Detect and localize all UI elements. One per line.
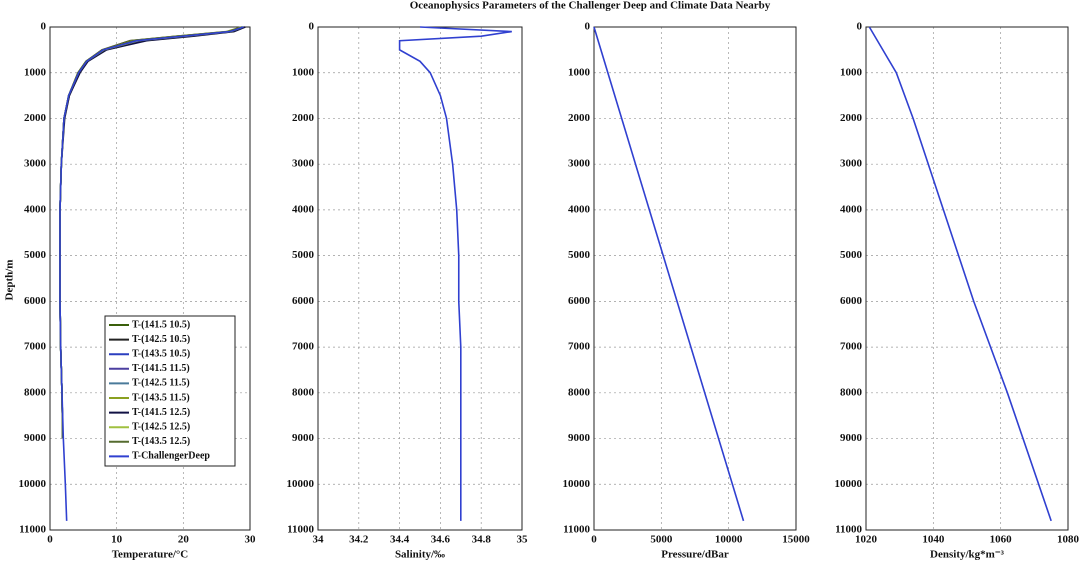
- y-tick-label: 9000: [24, 432, 47, 444]
- y-tick-label: 0: [857, 21, 863, 33]
- x-tick-label: 30: [245, 534, 257, 546]
- y-tick-label: 3000: [292, 158, 315, 170]
- x-tick-label: 10000: [715, 534, 743, 546]
- y-tick-label: 7000: [292, 341, 315, 353]
- x-tick-label: 1020: [855, 534, 878, 546]
- x-tick-label: 20: [178, 534, 190, 546]
- y-axis-label: Depth/m: [4, 260, 16, 301]
- y-tick-label: 6000: [292, 295, 315, 307]
- legend-label: T-(141.5 12.5): [132, 407, 190, 418]
- y-tick-label: 4000: [24, 203, 47, 215]
- y-tick-label: 4000: [840, 203, 863, 215]
- x-axis-label: Temperature/°C: [112, 549, 189, 561]
- series-line: [59, 26, 244, 521]
- legend-label: T-(143.5 12.5): [132, 436, 190, 447]
- y-tick-label: 1000: [568, 66, 591, 78]
- y-tick-label: 7000: [568, 341, 591, 353]
- x-tick-label: 34.4: [390, 534, 410, 546]
- x-tick-label: 34.6: [431, 534, 451, 546]
- legend-label: T-(143.5 10.5): [132, 348, 190, 359]
- y-tick-label: 6000: [840, 295, 863, 307]
- y-tick-label: 5000: [292, 249, 315, 261]
- legend-label: T-ChallengerDeep: [132, 451, 210, 462]
- y-tick-label: 1000: [292, 66, 315, 78]
- x-tick-label: 1060: [990, 534, 1013, 546]
- y-tick-label: 9000: [840, 432, 863, 444]
- y-tick-label: 6000: [24, 295, 47, 307]
- y-tick-label: 0: [585, 21, 591, 33]
- y-tick-label: 11000: [835, 524, 862, 536]
- y-tick-label: 0: [41, 21, 47, 33]
- y-tick-label: 7000: [840, 341, 863, 353]
- y-tick-label: 9000: [568, 432, 591, 444]
- plot-frame: [593, 26, 797, 531]
- y-tick-label: 4000: [292, 203, 315, 215]
- y-tick-label: 6000: [568, 295, 591, 307]
- y-tick-label: 5000: [840, 249, 863, 261]
- legend-label: T-(142.5 12.5): [132, 421, 190, 432]
- y-tick-label: 4000: [568, 203, 591, 215]
- x-tick-label: 34: [313, 534, 325, 546]
- y-tick-label: 10000: [19, 478, 47, 490]
- y-tick-label: 0: [309, 21, 315, 33]
- y-tick-label: 5000: [568, 249, 591, 261]
- x-tick-label: 34.2: [349, 534, 369, 546]
- y-tick-label: 8000: [568, 386, 591, 398]
- plot-frame: [865, 26, 1069, 531]
- y-tick-label: 9000: [292, 432, 315, 444]
- y-tick-label: 10000: [287, 478, 315, 490]
- x-axis-label: Density/kg*m⁻³: [930, 549, 1005, 561]
- series-line: [398, 26, 512, 521]
- y-tick-label: 5000: [24, 249, 47, 261]
- y-tick-label: 10000: [563, 478, 591, 490]
- x-axis-label: Pressure/dBar: [661, 549, 729, 561]
- x-tick-label: 5000: [650, 534, 673, 546]
- x-axis-label: Salinity/‰: [395, 549, 445, 561]
- y-tick-label: 3000: [568, 158, 591, 170]
- y-tick-label: 1000: [24, 66, 47, 78]
- y-tick-label: 3000: [24, 158, 47, 170]
- legend-label: T-(142.5 10.5): [132, 334, 190, 345]
- y-tick-label: 3000: [840, 158, 863, 170]
- legend-label: T-(143.5 11.5): [132, 392, 190, 403]
- series-line: [868, 26, 1052, 522]
- x-tick-label: 1040: [922, 534, 945, 546]
- y-tick-label: 8000: [292, 386, 315, 398]
- y-tick-label: 8000: [840, 386, 863, 398]
- x-tick-label: 10: [111, 534, 123, 546]
- y-tick-label: 2000: [840, 112, 863, 124]
- y-tick-label: 10000: [835, 478, 863, 490]
- x-tick-label: 0: [591, 534, 597, 546]
- y-tick-label: 11000: [563, 524, 590, 536]
- x-tick-label: 0: [47, 534, 53, 546]
- chart-title: Oceanophysics Parameters of the Challeng…: [410, 0, 771, 12]
- y-tick-label: 2000: [24, 112, 47, 124]
- x-tick-label: 35: [517, 534, 529, 546]
- y-tick-label: 8000: [24, 386, 47, 398]
- y-tick-label: 11000: [19, 524, 46, 536]
- legend-label: T-(142.5 11.5): [132, 378, 190, 389]
- x-tick-label: 34.8: [472, 534, 492, 546]
- series-line: [593, 26, 745, 522]
- y-tick-label: 2000: [292, 112, 315, 124]
- y-tick-label: 11000: [287, 524, 314, 536]
- y-tick-label: 2000: [568, 112, 591, 124]
- x-tick-label: 15000: [782, 534, 810, 546]
- y-tick-label: 7000: [24, 341, 47, 353]
- x-tick-label: 1080: [1057, 534, 1080, 546]
- legend-label: T-(141.5 10.5): [132, 319, 190, 330]
- y-tick-label: 1000: [840, 66, 863, 78]
- plot-frame: [317, 26, 523, 531]
- legend-label: T-(141.5 11.5): [132, 363, 190, 374]
- plot-frame: [49, 26, 251, 531]
